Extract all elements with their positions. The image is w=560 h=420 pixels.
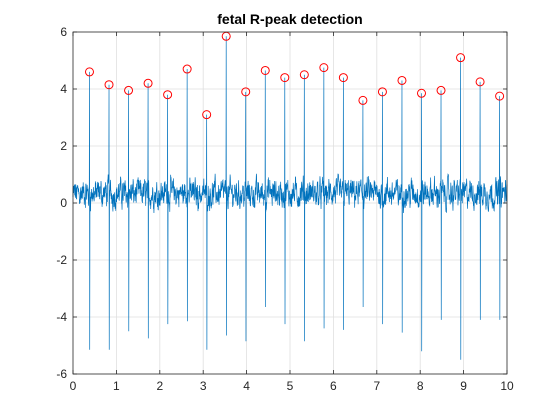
r-peak-marker: [475, 77, 485, 87]
r-peak-marker: [163, 90, 173, 100]
y-tick-label: 4: [60, 82, 67, 96]
axes: 0 1 2 3 4 5 6 7 8 9 10 -6 -4 -2 0 2 4 6: [56, 25, 514, 393]
r-peak-marker: [495, 91, 505, 101]
y-tick-label: -4: [56, 310, 67, 324]
r-peak-marker: [377, 87, 387, 97]
y-tick-label: 2: [60, 139, 67, 153]
y-tick-label: 0: [60, 196, 67, 210]
x-tick-label: 5: [287, 379, 294, 393]
r-peak-marker: [280, 73, 290, 83]
r-peak-marker: [338, 73, 348, 83]
x-tick-label: 7: [373, 379, 380, 393]
r-peak-marker: [319, 63, 329, 73]
r-peak-marker: [299, 70, 309, 80]
x-tick-label: 1: [113, 379, 120, 393]
r-peak-marker: [397, 75, 407, 85]
r-peak-markers: [84, 31, 505, 120]
x-tick-label: 4: [243, 379, 250, 393]
r-peak-marker: [143, 78, 153, 88]
r-peak-marker: [182, 64, 192, 74]
x-tick-label: 6: [330, 379, 337, 393]
x-tick-label: 9: [460, 379, 467, 393]
r-peak-marker: [241, 87, 251, 97]
x-tick-label: 2: [156, 379, 163, 393]
r-peak-marker: [358, 95, 368, 105]
ecg-signal-line: [72, 36, 508, 360]
r-peak-marker: [84, 67, 94, 77]
r-peak-marker: [456, 53, 466, 63]
y-tick-label: -2: [56, 253, 67, 267]
r-peak-marker: [260, 65, 270, 75]
r-peak-marker: [124, 85, 134, 95]
r-peak-marker: [436, 85, 446, 95]
y-tick-label: -6: [56, 367, 67, 381]
chart-title: fetal R-peak detection: [217, 11, 362, 27]
x-tick-label: 8: [417, 379, 424, 393]
y-tick-label: 6: [60, 25, 67, 39]
ecg-signal: [72, 36, 508, 360]
x-tick-label: 10: [500, 379, 514, 393]
r-peak-marker: [202, 110, 212, 120]
x-tick-label: 3: [200, 379, 207, 393]
r-peak-marker: [104, 80, 114, 90]
x-tick-label: 0: [70, 379, 77, 393]
r-peak-marker: [417, 88, 427, 98]
